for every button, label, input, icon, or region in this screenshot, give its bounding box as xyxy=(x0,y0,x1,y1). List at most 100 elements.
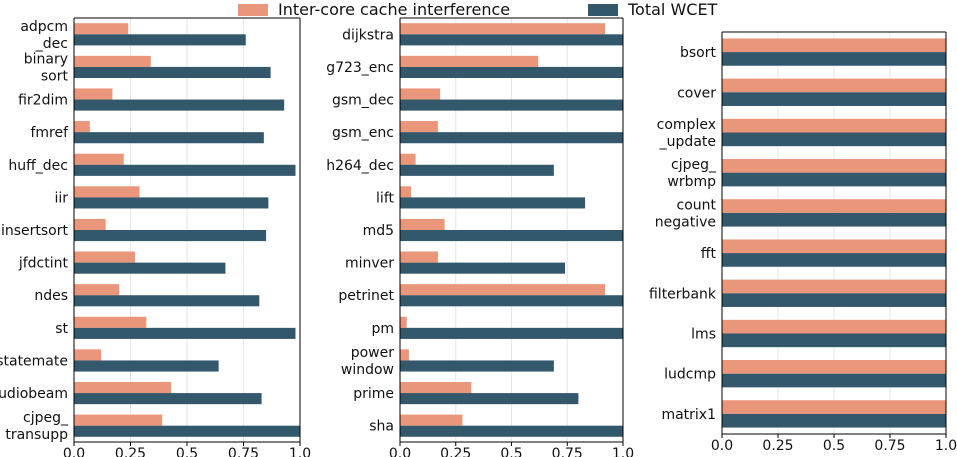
category-label: cover xyxy=(677,85,716,101)
bar-interference xyxy=(400,88,441,100)
bar-wcet xyxy=(74,230,267,242)
category-label: insertsort xyxy=(1,223,69,239)
bar-interference xyxy=(400,349,409,361)
bar-wcet xyxy=(74,425,300,437)
legend-item-wcet: Total WCET xyxy=(588,0,717,19)
category-label: h264_dec xyxy=(326,158,394,174)
category-label: ndes xyxy=(34,288,68,304)
bar-wcet xyxy=(74,393,262,405)
x-tick-label: 0.5 xyxy=(823,438,845,454)
bar-wcet xyxy=(400,99,623,111)
category-label: huff_dec xyxy=(8,158,68,174)
bar-interference xyxy=(400,186,412,198)
bar-wcet xyxy=(400,262,566,274)
bar-interference xyxy=(400,23,606,35)
bar-wcet xyxy=(400,132,623,144)
bar-interference xyxy=(400,316,407,328)
category-label: wrbmp xyxy=(667,174,716,190)
bar-interference xyxy=(74,218,106,230)
bar-wcet xyxy=(74,360,219,372)
chart-panel-2: dijkstra g723_enc gsm_dec gsm_enc h264_decli… xyxy=(326,17,634,457)
bar-interference xyxy=(74,121,90,133)
category-label: st xyxy=(55,321,68,337)
category-label: sort xyxy=(41,68,69,84)
bar-wcet xyxy=(400,393,579,405)
bar-wcet xyxy=(400,295,623,307)
bar-wcet xyxy=(74,262,226,274)
bar-wcet xyxy=(74,295,260,307)
bar-interference xyxy=(400,121,438,133)
category-label: ludcmp xyxy=(664,367,716,383)
category-label: cjpeg_ xyxy=(671,157,717,173)
bar-interference xyxy=(722,239,946,254)
x-tick-label: 1.0 xyxy=(612,446,634,457)
bar-interference xyxy=(722,199,946,213)
category-label: jfdctint xyxy=(18,256,69,272)
category-label: binary xyxy=(24,51,68,67)
category-label: minver xyxy=(345,256,394,272)
chart-panel-3: bsort cover complex_update cjpeg_wrbmp count… xyxy=(649,31,957,454)
bar-interference xyxy=(74,186,140,198)
category-label: statemate xyxy=(0,353,68,369)
category-label: transupp xyxy=(5,427,68,443)
bar-wcet xyxy=(400,66,623,79)
bar-wcet xyxy=(722,172,946,187)
bar-wcet xyxy=(722,413,946,428)
bar-wcet xyxy=(400,360,554,372)
chart-legend: Inter-core cache interference Total WCET xyxy=(0,0,957,20)
bar-wcet xyxy=(74,327,296,339)
bar-interference xyxy=(722,400,946,414)
category-label: prime xyxy=(353,386,394,402)
bar-wcet xyxy=(400,230,623,242)
legend-swatch-wcet xyxy=(588,3,618,16)
bar-interference xyxy=(400,284,606,296)
x-tick-label: 0.75 xyxy=(874,438,905,454)
legend-swatch-interference xyxy=(238,3,268,16)
category-label: fir2dim xyxy=(18,93,68,109)
category-label: _dec xyxy=(35,36,68,52)
x-tick-label: 0.75 xyxy=(228,446,259,457)
bar-interference xyxy=(74,251,136,263)
bar-wcet xyxy=(400,327,623,339)
category-label: lift xyxy=(376,190,394,206)
bar-wcet xyxy=(722,92,946,106)
x-tick-label: 0.25 xyxy=(762,438,793,454)
bar-interference xyxy=(74,88,113,100)
category-label: lms xyxy=(691,327,716,343)
bar-interference xyxy=(400,381,472,394)
legend-label-wcet: Total WCET xyxy=(628,0,718,19)
bar-interference xyxy=(400,251,438,263)
legend-item-interference: Inter-core cache interference xyxy=(238,0,510,19)
category-label: audiobeam xyxy=(0,386,68,402)
bar-interference xyxy=(722,78,946,93)
bar-interference xyxy=(722,319,946,334)
category-label: bsort xyxy=(680,45,717,61)
bar-wcet xyxy=(74,99,285,111)
x-tick-label: 0.75 xyxy=(552,446,583,457)
category-label: adpcm xyxy=(20,19,68,35)
bar-wcet xyxy=(722,293,946,307)
bar-wcet xyxy=(74,197,269,209)
bar-interference xyxy=(722,159,946,173)
bar-interference xyxy=(74,23,129,35)
bar-interference xyxy=(74,316,147,328)
x-tick-label: 0.0 xyxy=(711,438,733,454)
bar-interference xyxy=(74,414,163,426)
category-label: fmref xyxy=(30,125,69,141)
category-label: fft xyxy=(701,246,717,262)
category-label: iir xyxy=(54,190,68,206)
category-label: matrix1 xyxy=(661,407,716,423)
bar-wcet xyxy=(722,52,946,66)
bar-wcet xyxy=(400,164,554,176)
bar-wcet xyxy=(74,66,271,79)
category-label: cjpeg_ xyxy=(23,410,69,426)
bar-wcet xyxy=(74,34,246,46)
category-label: gsm_dec xyxy=(332,93,394,109)
bar-wcet xyxy=(74,164,296,176)
bar-interference xyxy=(74,55,151,67)
bar-interference xyxy=(722,279,946,294)
x-tick-label: 0.5 xyxy=(500,446,522,457)
category-label: petrinet xyxy=(338,288,394,304)
bar-wcet xyxy=(400,34,623,46)
category-label: negative xyxy=(655,214,716,230)
